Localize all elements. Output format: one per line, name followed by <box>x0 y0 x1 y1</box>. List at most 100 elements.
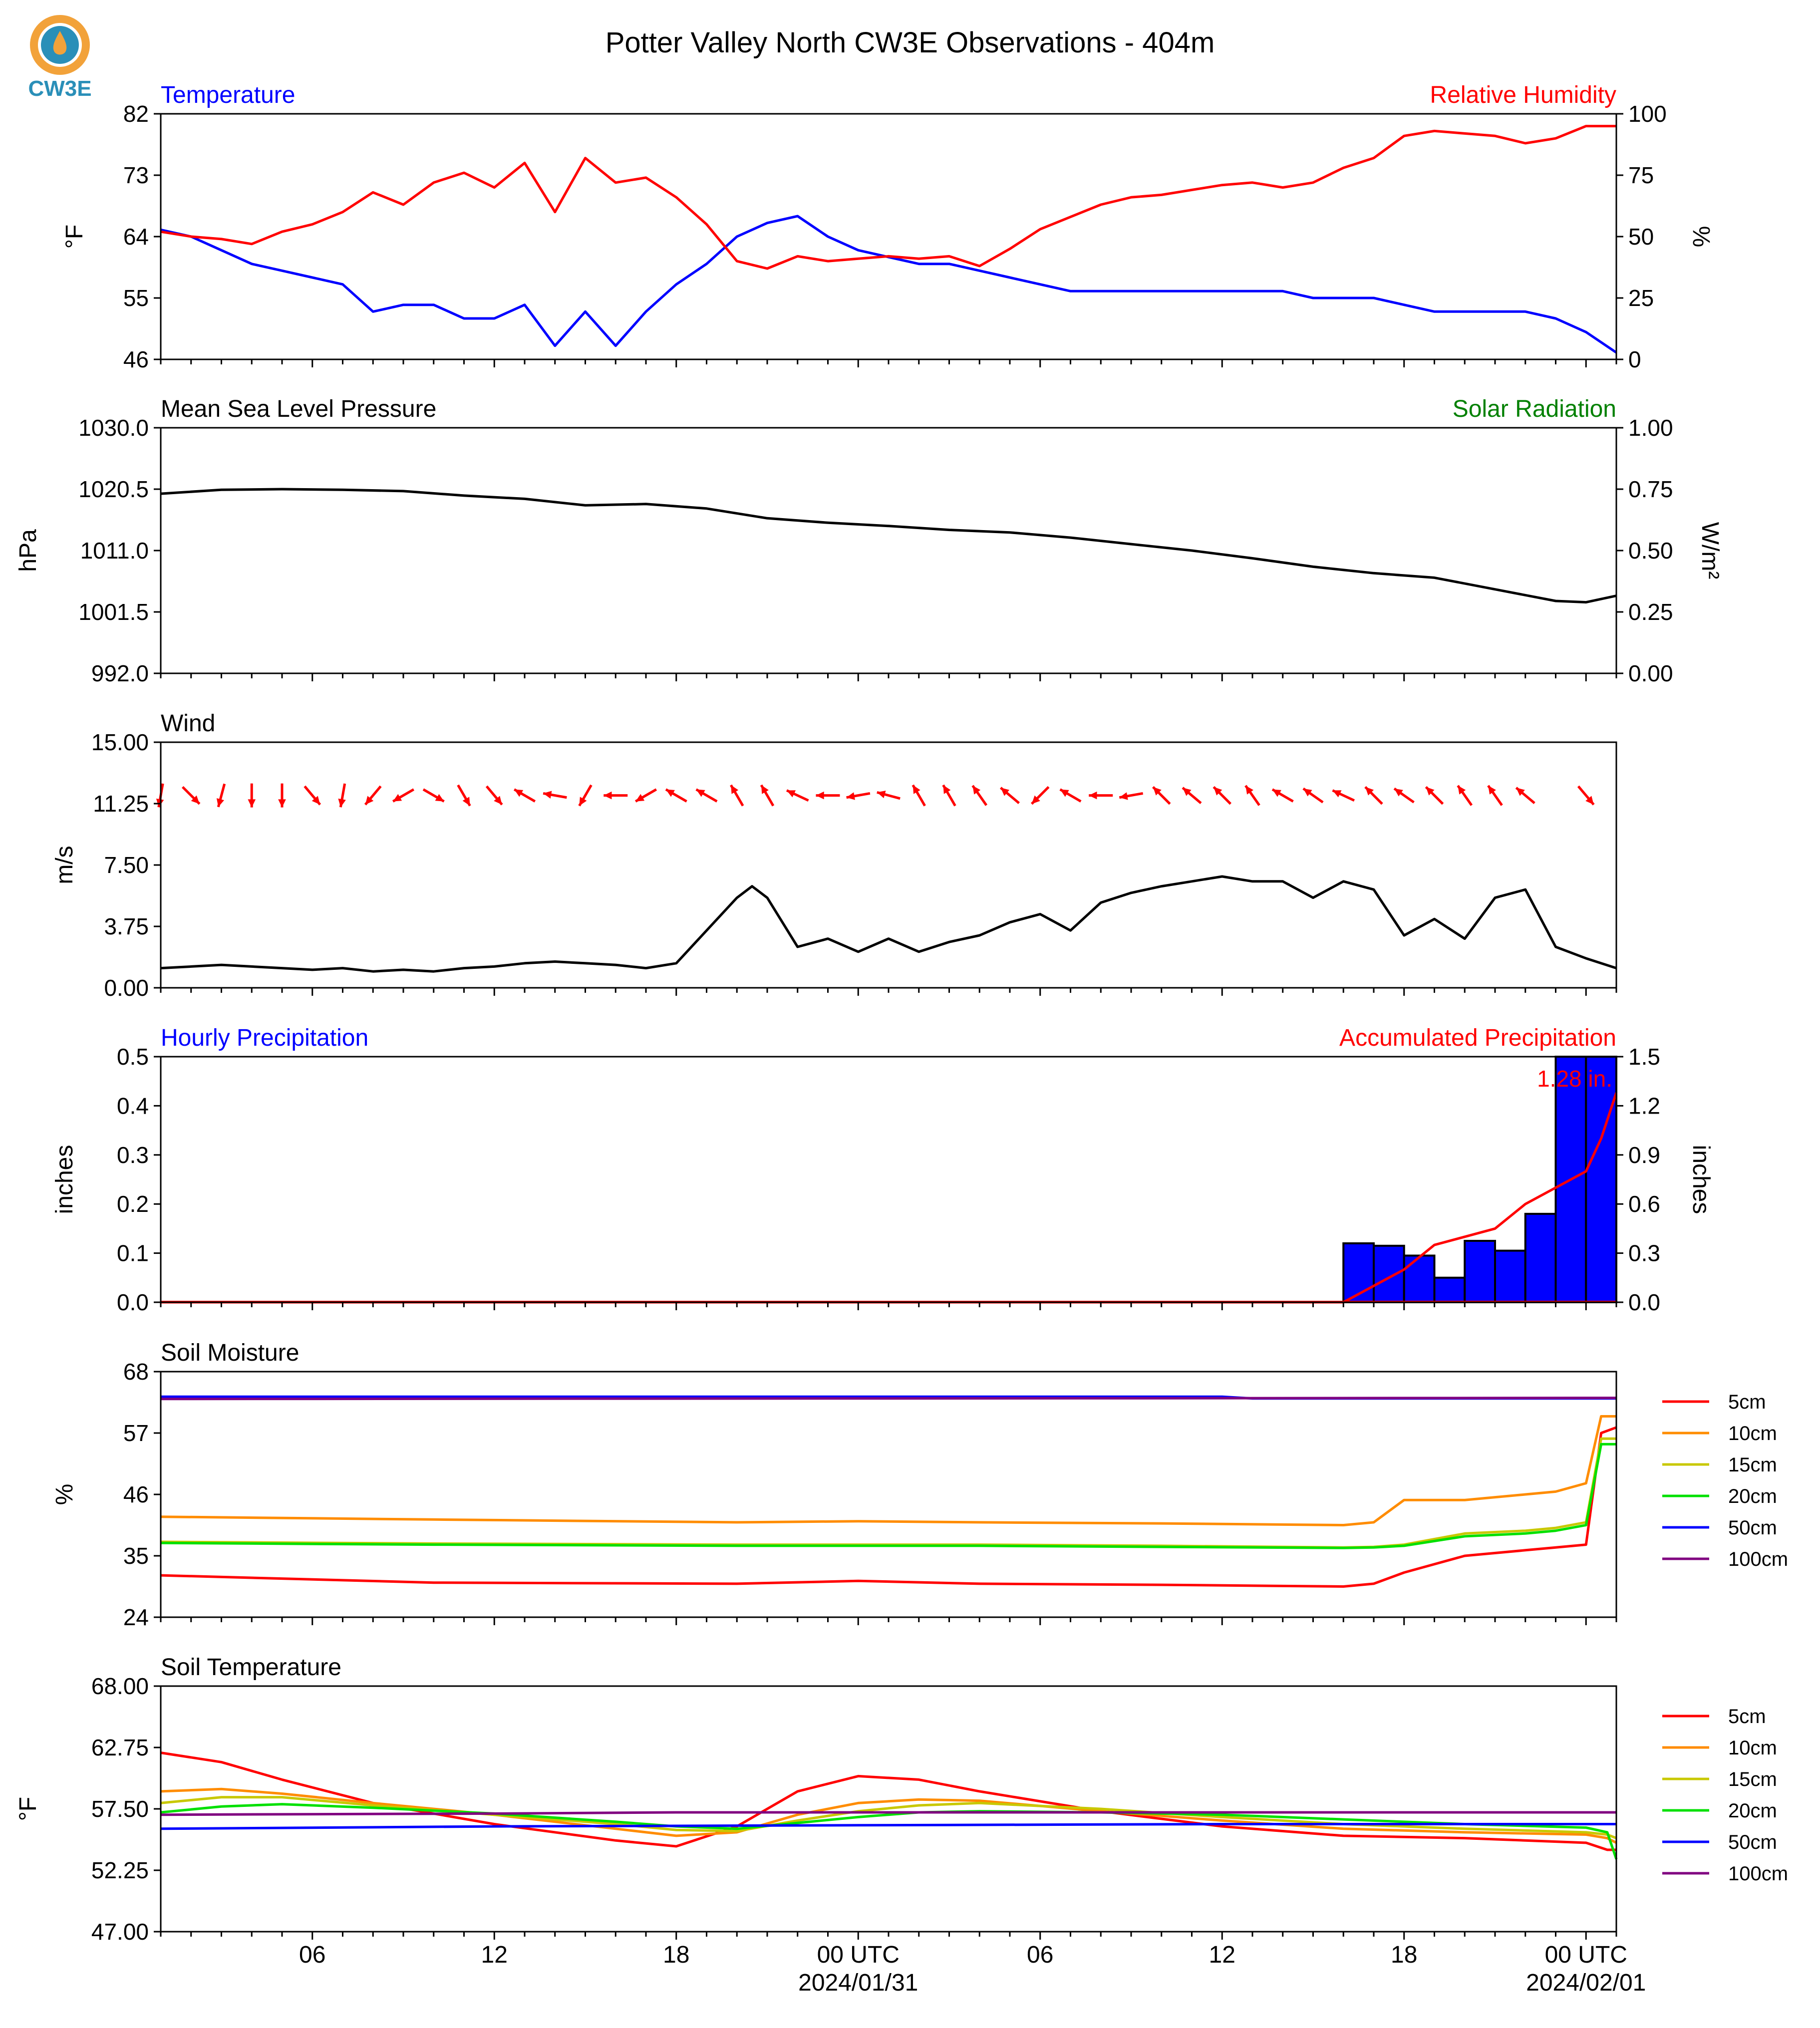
y-tick-label: 0.00 <box>104 975 149 1001</box>
precip-bar <box>1464 1240 1496 1303</box>
wind-arrow-head <box>216 798 225 807</box>
panel-pressure: Mean Sea Level Pressure Solar Radiation 99… <box>15 396 1723 686</box>
legend: 5cm 10cm 15cm 20cm 50cm 100cm <box>1662 1391 1788 1570</box>
y-tick-label: 52.25 <box>91 1857 149 1883</box>
wind-arrow-head <box>462 797 470 806</box>
wind-arrow-head <box>1089 791 1097 800</box>
y-axis-label: inches <box>51 1145 78 1214</box>
series-line-depth_20 <box>160 1443 1616 1549</box>
wind-arrow-head <box>1119 792 1128 800</box>
y-tick-label: 1020.5 <box>78 476 149 502</box>
series-line-temperature <box>160 215 1617 354</box>
series-line-pressure <box>160 488 1617 604</box>
y-tick-label: 1030.0 <box>78 415 149 441</box>
y-tick-label: 0.3 <box>117 1142 149 1168</box>
series-line-humidity <box>160 125 1616 270</box>
legend-label: 5cm <box>1728 1706 1766 1728</box>
wind-arrow-head <box>972 785 981 795</box>
y-tick-right-label: 0 <box>1628 346 1641 372</box>
precip-bar <box>1342 1242 1375 1303</box>
y-tick-right-label: 0.50 <box>1628 538 1673 564</box>
precip-bar <box>1494 1249 1526 1303</box>
accum-total-label: 1.28 in. <box>1537 1066 1612 1092</box>
y-tick-right-label: 0.00 <box>1628 660 1673 686</box>
y-tick-label: 24 <box>123 1604 149 1630</box>
wind-arrow-head <box>696 789 705 797</box>
wind-arrow-head <box>1272 789 1281 797</box>
y-tick-label: 3.75 <box>104 913 149 939</box>
wind-arrow-head <box>1303 788 1312 797</box>
panel-title-right: Relative Humidity <box>1430 82 1616 108</box>
wind-arrow-head <box>761 785 769 794</box>
x-tick-label: 00 UTC <box>1545 1942 1627 1968</box>
wind-arrow-head <box>877 791 886 799</box>
wind-arrow-head <box>393 794 402 802</box>
cw3e-logo: CW3E <box>28 15 92 101</box>
series-line-depth_50 <box>160 1823 1616 1830</box>
figure-title: Potter Valley North CW3E Observations - … <box>606 26 1215 59</box>
legend: 5cm 10cm 15cm 20cm 50cm 100cm <box>1662 1706 1788 1885</box>
legend-label: 100cm <box>1728 1548 1788 1570</box>
legend-label: 20cm <box>1728 1485 1777 1507</box>
y-axis-label: % <box>51 1484 78 1505</box>
legend-label: 10cm <box>1728 1737 1777 1759</box>
x-date-label: 2024/02/01 <box>1526 1970 1646 1996</box>
series-line-depth_10 <box>160 1787 1617 1844</box>
y-tick-label: 7.50 <box>104 852 149 878</box>
series-line-depth_10 <box>160 1415 1616 1526</box>
precip-bar <box>1373 1244 1405 1304</box>
y-tick-right-label: 50 <box>1628 224 1654 250</box>
wind-arrow-head <box>1458 785 1466 795</box>
y-axis-label-right: inches <box>1688 1145 1714 1214</box>
y-tick-right-label: 0.0 <box>1628 1289 1660 1315</box>
wind-arrow-head <box>1245 785 1253 795</box>
logo-text: CW3E <box>28 76 91 101</box>
wind-arrow-head <box>1365 787 1374 796</box>
y-axis-label-right: % <box>1688 226 1714 248</box>
panel-title-left: Soil Moisture <box>161 1340 299 1366</box>
wind-arrow-head <box>1213 787 1222 796</box>
legend-label: 50cm <box>1728 1517 1777 1539</box>
wind-arrow-head <box>846 792 855 800</box>
y-tick-label: 1001.5 <box>78 599 149 625</box>
wind-arrow-head <box>494 796 502 805</box>
y-tick-right-label: 0.75 <box>1628 476 1673 502</box>
y-tick-right-label: 0.6 <box>1628 1191 1660 1217</box>
y-tick-right-label: 1.2 <box>1628 1093 1660 1119</box>
y-tick-right-label: 75 <box>1628 162 1654 188</box>
panel-title-right: Solar Radiation <box>1453 396 1616 422</box>
panel-wind: Wind 0.00 3.75 7.50 11.25 15.00 m/s <box>51 710 1617 1001</box>
y-tick-label: 82 <box>123 101 149 127</box>
wind-arrow-head <box>1031 795 1040 804</box>
y-tick-label: 0.4 <box>117 1093 149 1119</box>
plot-frame <box>160 427 1617 674</box>
y-tick-right-label: 25 <box>1628 285 1654 311</box>
y-tick-label: 0.2 <box>117 1191 149 1217</box>
wind-arrow-head <box>816 791 824 800</box>
wind-arrow-head <box>191 795 200 804</box>
wind-arrow-head <box>435 794 444 802</box>
wind-arrow-head <box>1585 796 1594 805</box>
y-tick-label: 68.00 <box>91 1673 149 1699</box>
y-tick-label: 992.0 <box>91 660 149 686</box>
series-line-depth_15 <box>160 1437 1616 1549</box>
y-tick-label: 11.25 <box>93 791 149 817</box>
y-tick-label: 73 <box>123 162 149 188</box>
x-tick-label: 00 UTC <box>817 1942 900 1968</box>
series-line-accum_precip <box>161 1092 1618 1304</box>
y-axis-label: hPa <box>15 529 41 572</box>
y-tick-label: 64 <box>123 224 149 250</box>
y-tick-right-label: 1.5 <box>1628 1044 1660 1070</box>
panel-title-left: Hourly Precipitation <box>161 1025 368 1051</box>
wind-arrow-head <box>311 796 320 805</box>
y-tick-label: 55 <box>123 285 149 311</box>
panel-title-left: Temperature <box>161 82 295 108</box>
y-tick-label: 62.75 <box>91 1735 149 1760</box>
y-tick-right-label: 0.9 <box>1628 1142 1660 1168</box>
y-tick-label: 46 <box>123 346 149 372</box>
precip-bar <box>1433 1276 1466 1304</box>
wind-arrow-head <box>1488 785 1496 795</box>
legend-label: 20cm <box>1728 1800 1777 1822</box>
y-tick-label: 1011.0 <box>80 538 149 564</box>
